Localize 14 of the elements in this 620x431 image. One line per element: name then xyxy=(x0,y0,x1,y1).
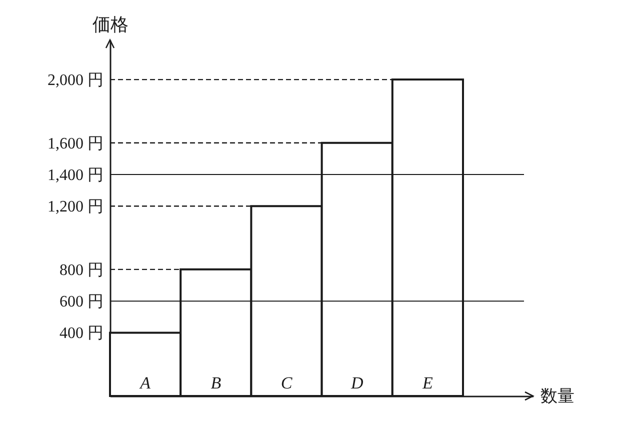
y-tick-label: 800 円 xyxy=(60,262,104,279)
y-tick-label: 1,200 円 xyxy=(48,198,104,216)
y-tick-label: 1,400 円 xyxy=(48,166,104,184)
x-tick-label: B xyxy=(210,374,222,392)
x-tick-label: C xyxy=(280,374,293,392)
x-tick-label: E xyxy=(422,374,434,392)
x-tick-label: A xyxy=(139,374,152,392)
x-tick-label: D xyxy=(350,374,364,392)
y-axis-title: 価格 xyxy=(92,14,128,34)
x-axis-title: 数量 xyxy=(540,386,574,406)
y-tick-label: 2,000 円 xyxy=(48,72,104,90)
y-tick-label: 600 円 xyxy=(60,294,104,311)
y-tick-label: 400 円 xyxy=(60,325,104,342)
y-tick-label: 1,600 円 xyxy=(48,135,104,152)
